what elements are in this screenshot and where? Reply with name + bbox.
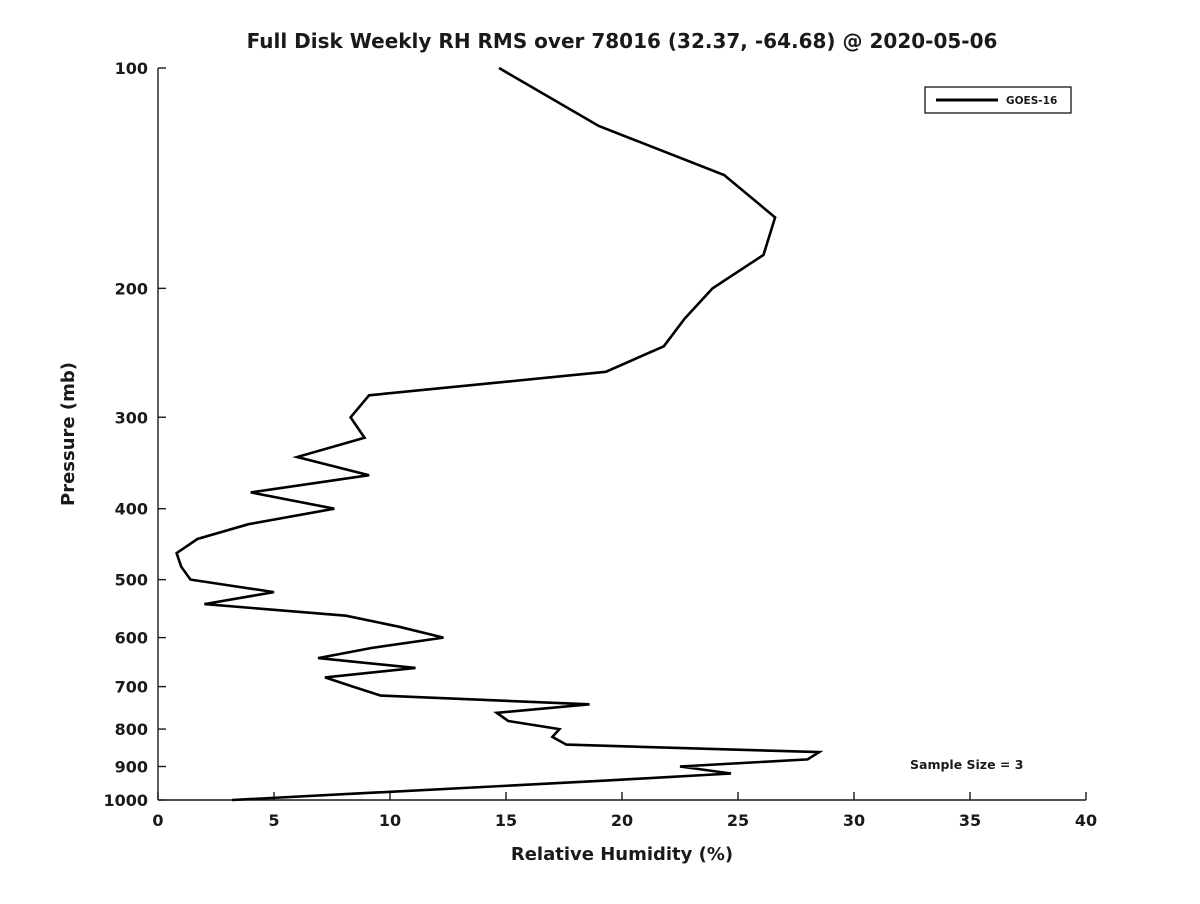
x-tick-label: 5 [268, 811, 279, 830]
legend: GOES-16 [924, 86, 1072, 114]
y-tick-label: 600 [115, 629, 148, 648]
y-tick-label: 500 [115, 571, 148, 590]
x-tick-label: 30 [843, 811, 865, 830]
legend-label: GOES-16 [1006, 95, 1057, 107]
x-tick-label: 15 [495, 811, 517, 830]
y-axis-label: Pressure (mb) [58, 362, 79, 506]
y-tick-label: 1000 [103, 791, 148, 810]
x-tick-label: 35 [959, 811, 981, 830]
goes16-series-line [175, 66, 824, 802]
rh-rms-profile-polyline [175, 66, 824, 802]
x-axis-label: Relative Humidity (%) [511, 844, 733, 865]
sample-size-annotation: Sample Size = 3 [910, 757, 1023, 772]
y-tick-label: 800 [115, 720, 148, 739]
y-tick-label: 900 [115, 758, 148, 777]
y-tick-label: 300 [115, 408, 148, 427]
x-tick-label: 40 [1075, 811, 1097, 830]
y-tick-label: 100 [115, 59, 148, 78]
x-tick-label: 10 [379, 811, 401, 830]
y-tick-label: 400 [115, 500, 148, 519]
y-tick-label: 200 [115, 279, 148, 298]
axes: 0 5 10 15 20 25 30 35 40 100 200 300 400 500 600 700 800… [103, 59, 1097, 830]
x-tick-label: 0 [152, 811, 163, 830]
x-tick-label: 20 [611, 811, 633, 830]
x-tick-label: 25 [727, 811, 749, 830]
chart-title: Full Disk Weekly RH RMS over 78016 (32.3… [247, 29, 998, 53]
y-tick-label: 700 [115, 678, 148, 697]
